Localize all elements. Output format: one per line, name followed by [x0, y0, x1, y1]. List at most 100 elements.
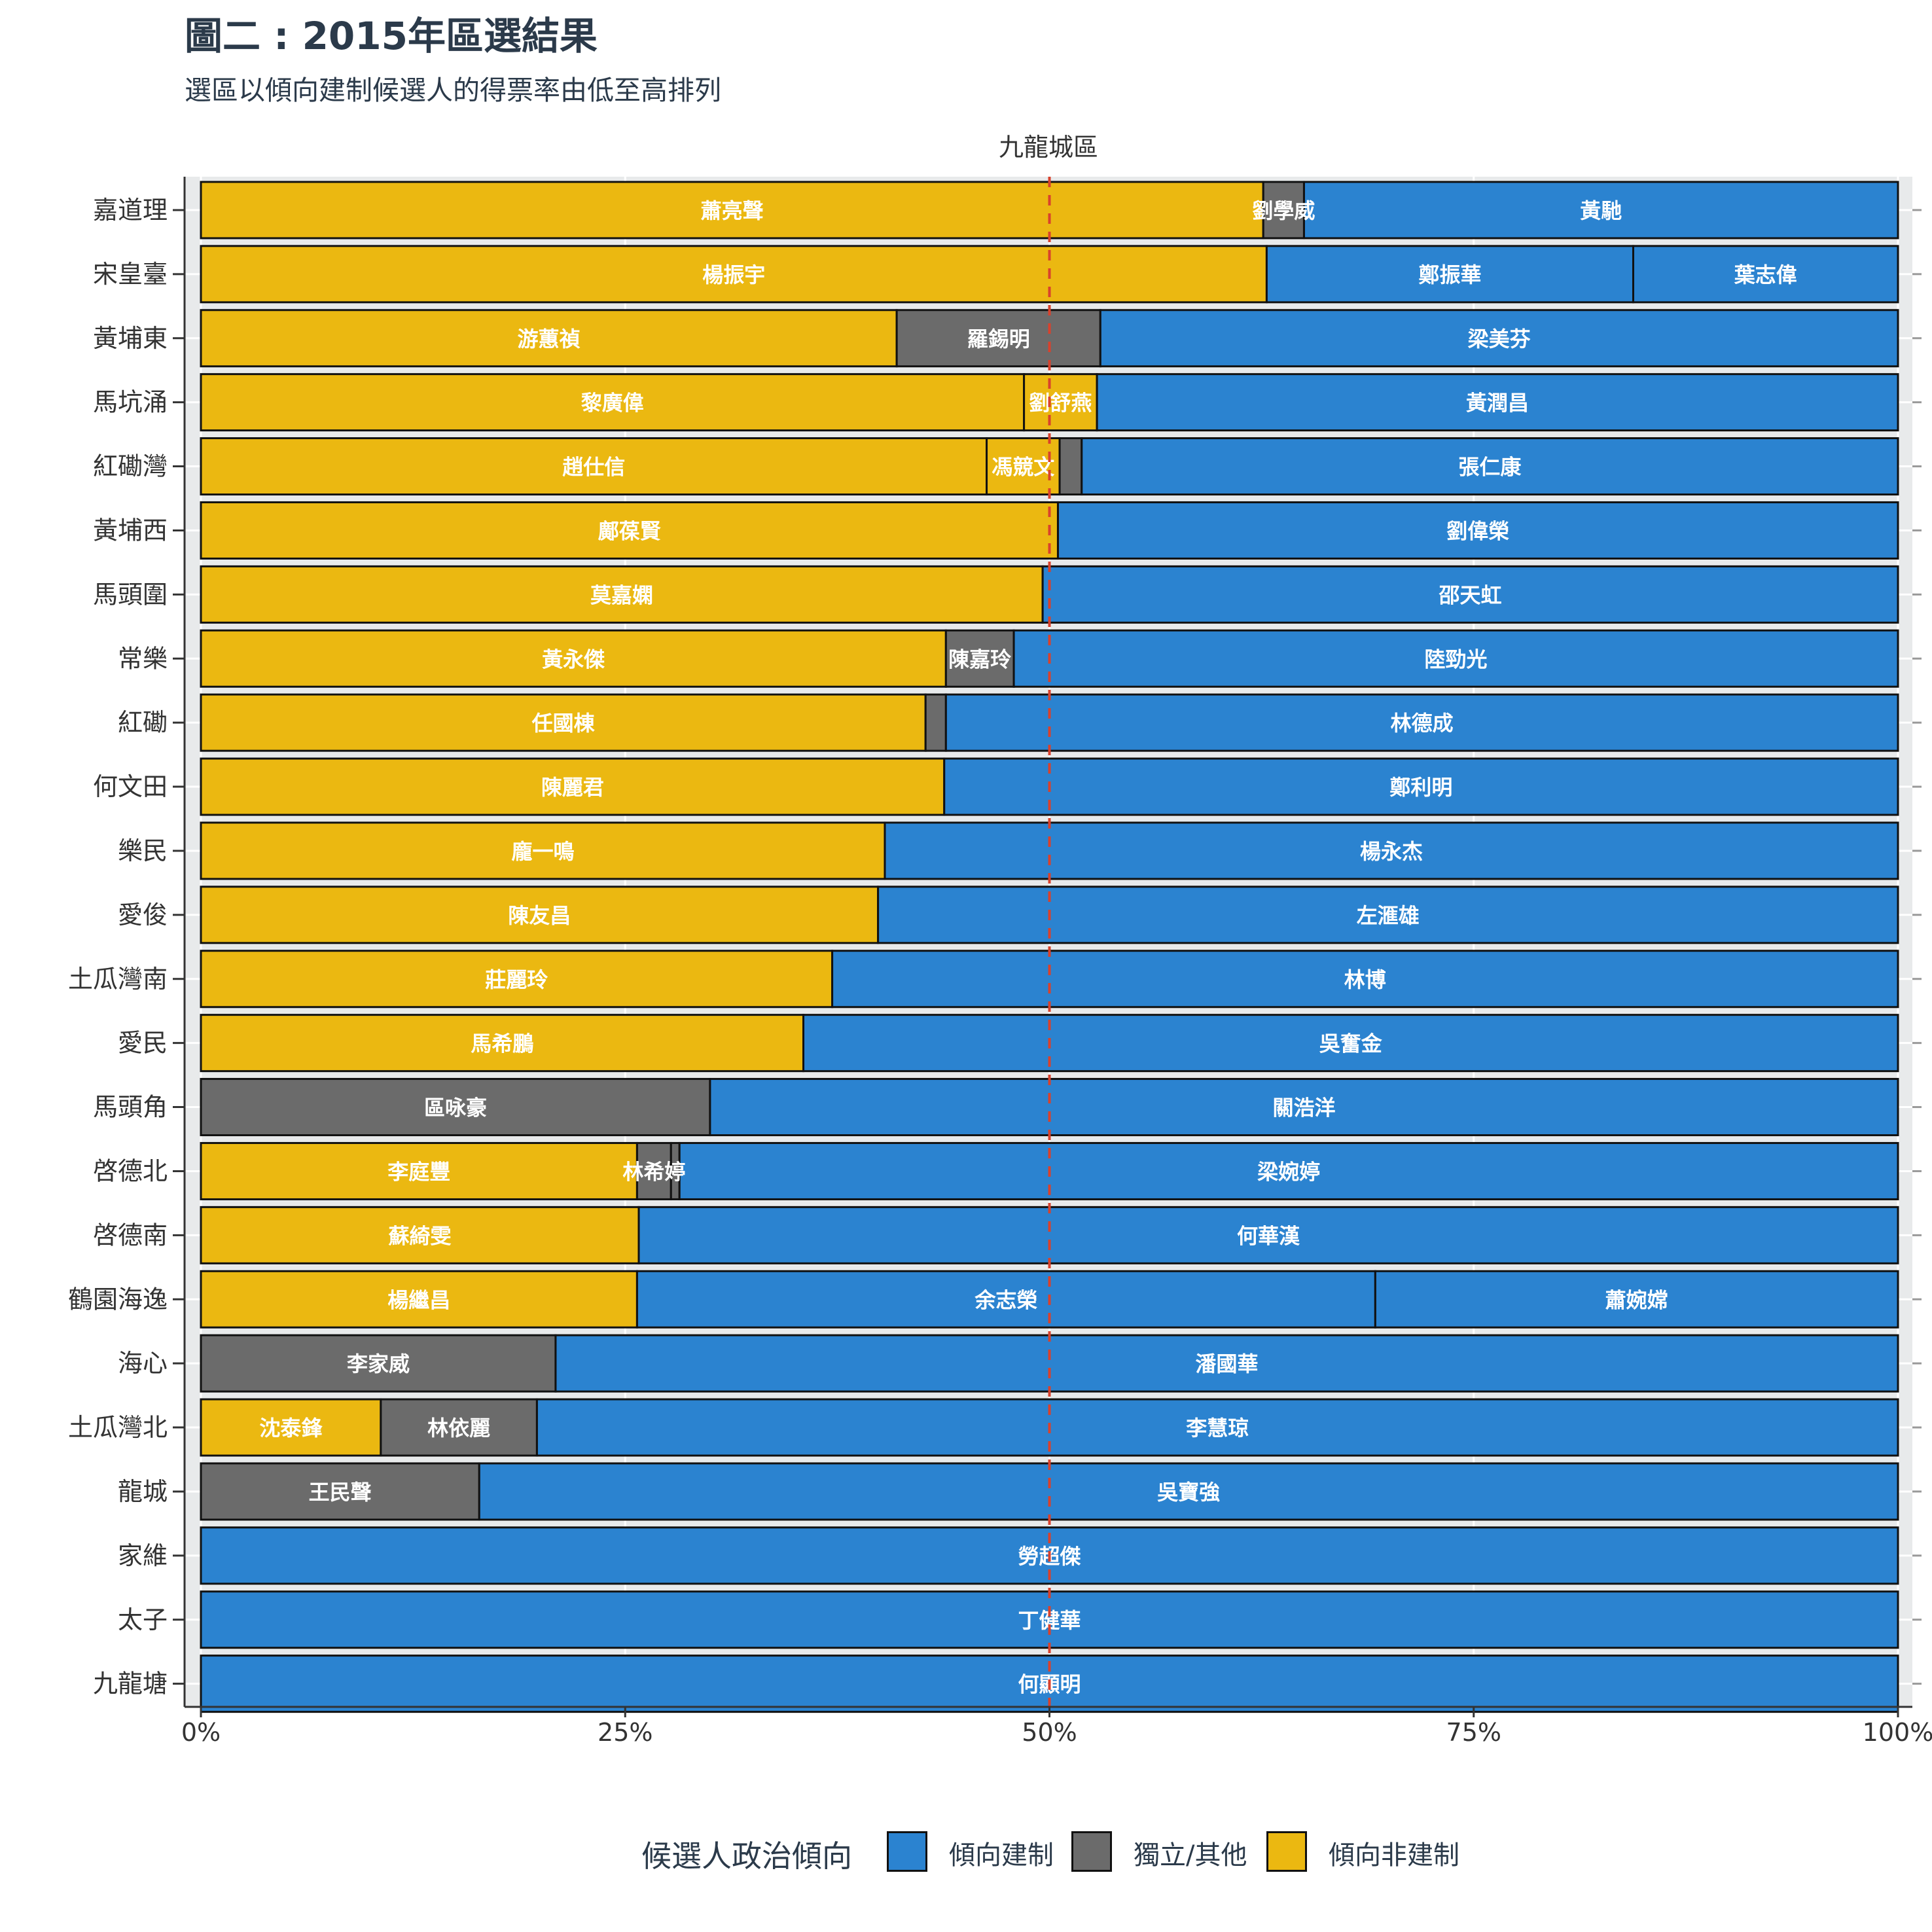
segment-label: 林博 [1344, 967, 1386, 992]
segment-label: 楊振宇 [702, 262, 765, 287]
bar-segment [895, 309, 1101, 368]
segment-label: 梁婉婷 [1257, 1159, 1320, 1184]
bar-segment [1099, 309, 1899, 368]
legend-key-nonpro [1266, 1831, 1307, 1872]
segment-label: 陳友昌 [508, 903, 571, 928]
bar-segment [200, 309, 898, 368]
segment-label: 沈泰鋒 [259, 1416, 323, 1440]
x-tick-label: 75% [1446, 1718, 1501, 1747]
bar-segment [554, 1334, 1899, 1393]
bar-segment [1096, 373, 1899, 432]
segment-label: 何華漢 [1237, 1223, 1300, 1248]
bar-segment [478, 1462, 1899, 1521]
y-tick-label: 愛俊 [118, 901, 168, 929]
bar-segment [1012, 629, 1899, 688]
bar-segment [637, 1206, 1899, 1264]
segment-label: 潘國華 [1195, 1351, 1258, 1376]
segment-label: 陸勁光 [1425, 647, 1488, 671]
y-tick-label: 愛民 [118, 1029, 168, 1058]
segment-label: 楊繼昌 [387, 1287, 450, 1312]
y-tick-label: 海心 [118, 1349, 168, 1378]
bar-segment [986, 437, 1061, 496]
bar-segment [831, 950, 1899, 1009]
segment-label: 余志榮 [974, 1287, 1037, 1312]
segment-label: 龐一鳴 [511, 839, 574, 864]
segment-label: 蘇綺雯 [388, 1223, 451, 1248]
bar-segment [200, 885, 880, 944]
y-tick-label: 啓德北 [93, 1156, 168, 1185]
segment-label: 王民聲 [309, 1480, 372, 1505]
segment-label: 陳嘉玲 [948, 647, 1011, 671]
bar-segment [1041, 565, 1899, 624]
bar-segment [1374, 1270, 1899, 1329]
segment-label: 鄭利明 [1389, 775, 1452, 800]
bar-segment [924, 693, 947, 752]
x-tick-label: 0% [181, 1718, 221, 1747]
bar-segment [1058, 437, 1083, 496]
bar-segment [200, 1590, 1899, 1649]
bar-segment [1023, 373, 1098, 432]
bar-segment [1302, 181, 1899, 240]
y-tick-label: 馬頭角 [93, 1093, 168, 1122]
segment-label: 張仁康 [1458, 455, 1522, 480]
y-tick-label: 宋皇臺 [93, 260, 168, 289]
y-tick-label: 家維 [118, 1541, 168, 1570]
segment-label: 羅錫明 [967, 327, 1030, 351]
segment-label: 趙仕信 [562, 455, 625, 480]
bar-segment [802, 1014, 1899, 1073]
segment-label: 林依麗 [427, 1416, 490, 1440]
bar-segment [1265, 245, 1634, 304]
bar-segment [1056, 501, 1899, 560]
segment-label: 鄺葆賢 [598, 518, 662, 543]
x-tick-label: 25% [598, 1718, 653, 1747]
bar-segment [1632, 245, 1899, 304]
bar-segment [200, 1014, 805, 1073]
segment-label: 黃潤昌 [1466, 391, 1529, 416]
segment-label: 左滙雄 [1357, 903, 1420, 928]
bar-segment [200, 1206, 640, 1264]
bar-segment [944, 693, 1899, 752]
bar-segment [200, 757, 946, 816]
segment-label: 吳奮金 [1319, 1031, 1383, 1056]
y-tick-label: 樂民 [118, 836, 168, 865]
segment-label: 楊永杰 [1360, 839, 1423, 864]
segment-label: 黃永傑 [542, 647, 605, 671]
bar-segment [877, 885, 1899, 944]
x-tick-label: 50% [1022, 1718, 1077, 1747]
facet-label: 九龍城區 [999, 133, 1098, 162]
bar-segment [200, 373, 1026, 432]
bar-segment [200, 1398, 382, 1457]
y-tick-label: 啓德南 [93, 1221, 168, 1249]
legend-key-independent [1071, 1831, 1112, 1872]
segment-label: 關浩洋 [1272, 1096, 1335, 1120]
bar-segment [200, 693, 927, 752]
y-tick-label: 何文田 [93, 772, 168, 801]
segment-label: 吳寶強 [1157, 1480, 1220, 1505]
bar-segment [200, 821, 886, 880]
legend-label-independent: 獨立/其他 [1134, 1840, 1247, 1870]
y-tick-label: 嘉道理 [93, 196, 168, 224]
segment-label: 葉志偉 [1734, 262, 1797, 287]
bar-segment [380, 1398, 538, 1457]
segment-label: 林德成 [1391, 711, 1454, 736]
bar-segment [200, 181, 1264, 240]
bar-segment [200, 1334, 557, 1393]
bar-segment [943, 757, 1899, 816]
legend: 候選人政治傾向 傾向建制 獨立/其他 傾向非建制 [0, 1819, 1932, 1885]
bar-segment [635, 1270, 1376, 1329]
bar-segment [200, 245, 1268, 304]
bar-segment [884, 821, 1899, 880]
bar-segment [1081, 437, 1899, 496]
segment-label: 梁美芬 [1468, 327, 1531, 351]
y-tick-label: 常樂 [118, 644, 168, 673]
segment-label: 莫嘉嫻 [590, 582, 653, 607]
segment-label: 黃馳 [1580, 198, 1622, 223]
bar-segment [200, 1462, 480, 1521]
bar-segment [200, 1141, 638, 1200]
segment-label: 蕭亮聲 [701, 198, 764, 223]
segment-label: 鄭振華 [1418, 262, 1481, 287]
y-tick-label: 馬坑涌 [93, 388, 168, 417]
bar-segment [535, 1398, 1899, 1457]
